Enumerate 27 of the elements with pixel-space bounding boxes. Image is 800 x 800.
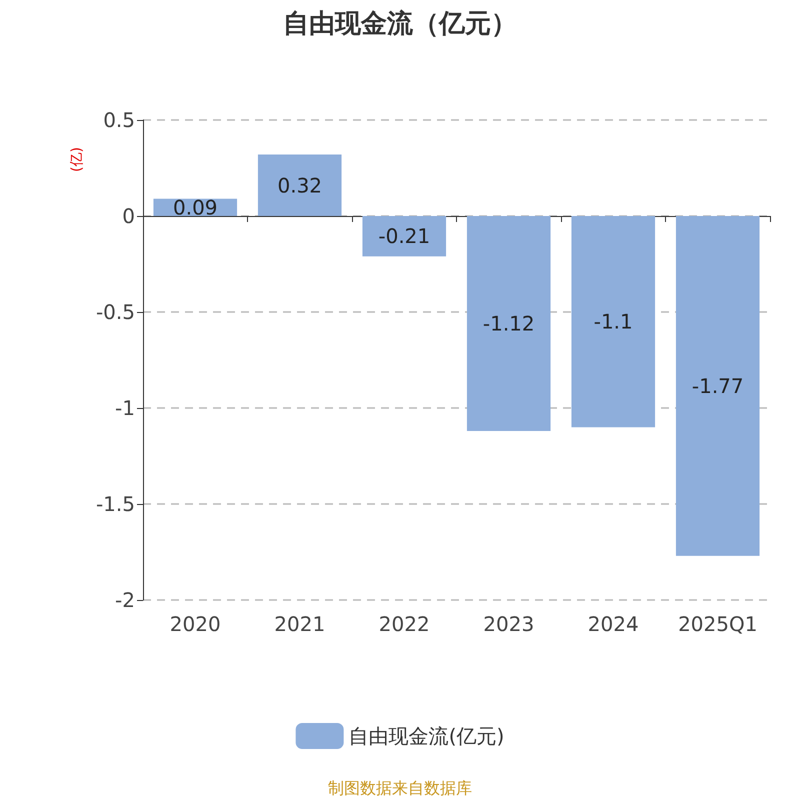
- x-tick-label: 2021: [274, 612, 326, 636]
- bar: [362, 216, 446, 256]
- data-label: -1.77: [692, 374, 744, 398]
- bar: [676, 216, 760, 556]
- y-axis-title: (亿): [69, 147, 85, 172]
- y-tick-label: -1: [115, 396, 135, 420]
- x-tick-label: 2020: [170, 612, 221, 636]
- data-label: 0.09: [172, 195, 218, 220]
- data-label: -0.21: [378, 224, 430, 248]
- bar: [466, 216, 551, 432]
- data-label: -1.1: [594, 310, 633, 334]
- y-tick-label: 0.5: [103, 108, 135, 132]
- bar: [571, 216, 656, 428]
- y-tick-label: -0.5: [96, 300, 135, 324]
- x-tick-label: 2025Q1: [678, 612, 758, 636]
- chart-title: 自由现金流（亿元）: [283, 9, 517, 39]
- y-tick-label: -2: [115, 588, 135, 612]
- data-label: 0.32: [277, 173, 322, 198]
- x-tick-label: 2022: [378, 612, 430, 636]
- x-tick-label: 2023: [483, 612, 534, 636]
- y-tick-label: -1.5: [96, 492, 135, 516]
- x-tick-label: 2024: [588, 612, 639, 636]
- y-tick-label: 0: [122, 204, 135, 228]
- bar: [258, 154, 342, 216]
- legend-label: 自由现金流(亿元): [348, 724, 504, 748]
- text: 制图数据来自数据库: [328, 778, 472, 798]
- data-label: -1.12: [482, 312, 535, 336]
